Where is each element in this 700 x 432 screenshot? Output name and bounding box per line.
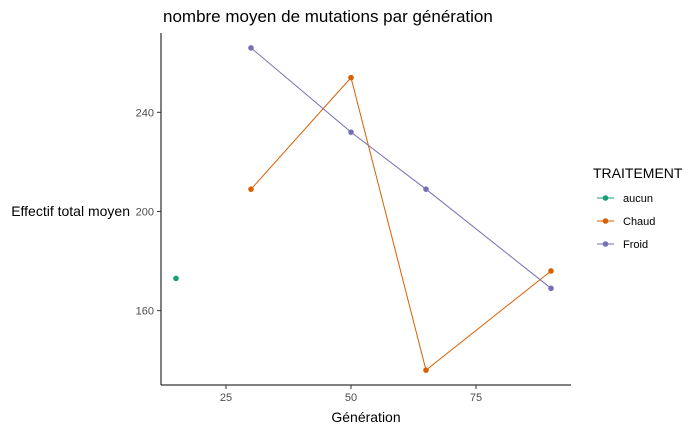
x-tick-label: 25 bbox=[220, 392, 232, 404]
x-tick-label: 75 bbox=[470, 392, 482, 404]
legend-item-froid: Froid bbox=[597, 239, 648, 251]
legend-key-point bbox=[602, 241, 609, 247]
chart-title: nombre moyen de mutations par génération bbox=[163, 7, 493, 26]
series-chaud bbox=[248, 74, 554, 373]
legend-item-chaud: Chaud bbox=[597, 216, 655, 228]
data-point-chaud bbox=[348, 74, 354, 81]
series-line-chaud bbox=[250, 76, 552, 371]
series-aucun bbox=[173, 275, 179, 282]
data-point-chaud bbox=[248, 186, 254, 192]
data-point-chaud bbox=[423, 367, 429, 373]
series-line-froid bbox=[250, 47, 552, 289]
axes: 25 50 75 160 200 240 bbox=[136, 33, 571, 404]
legend-label-aucun: aucun bbox=[623, 193, 653, 205]
series-layer bbox=[173, 45, 554, 373]
y-axis-title: Effectif total moyen bbox=[11, 203, 130, 219]
legend-label-chaud: Chaud bbox=[623, 216, 655, 228]
y-tick-label: 240 bbox=[136, 107, 154, 119]
y-tick-label: 160 bbox=[136, 306, 154, 318]
legend-key-point bbox=[602, 195, 609, 201]
data-point-chaud bbox=[548, 268, 554, 274]
series-froid bbox=[248, 45, 554, 292]
legend-item-aucun: aucun bbox=[597, 193, 653, 205]
data-point-froid bbox=[423, 186, 429, 192]
x-axis-title: Génération bbox=[331, 409, 400, 425]
y-tick-label: 200 bbox=[136, 206, 154, 218]
data-point-aucun bbox=[173, 275, 179, 282]
data-point-froid bbox=[248, 45, 254, 51]
legend-key-point bbox=[602, 218, 609, 224]
data-point-froid bbox=[348, 129, 354, 135]
data-point-froid bbox=[548, 285, 554, 292]
legend: TRAITEMENT aucun Chaud Froid bbox=[593, 165, 683, 251]
legend-label-froid: Froid bbox=[623, 239, 648, 251]
x-tick-label: 50 bbox=[345, 392, 357, 404]
legend-title: TRAITEMENT bbox=[593, 165, 683, 181]
